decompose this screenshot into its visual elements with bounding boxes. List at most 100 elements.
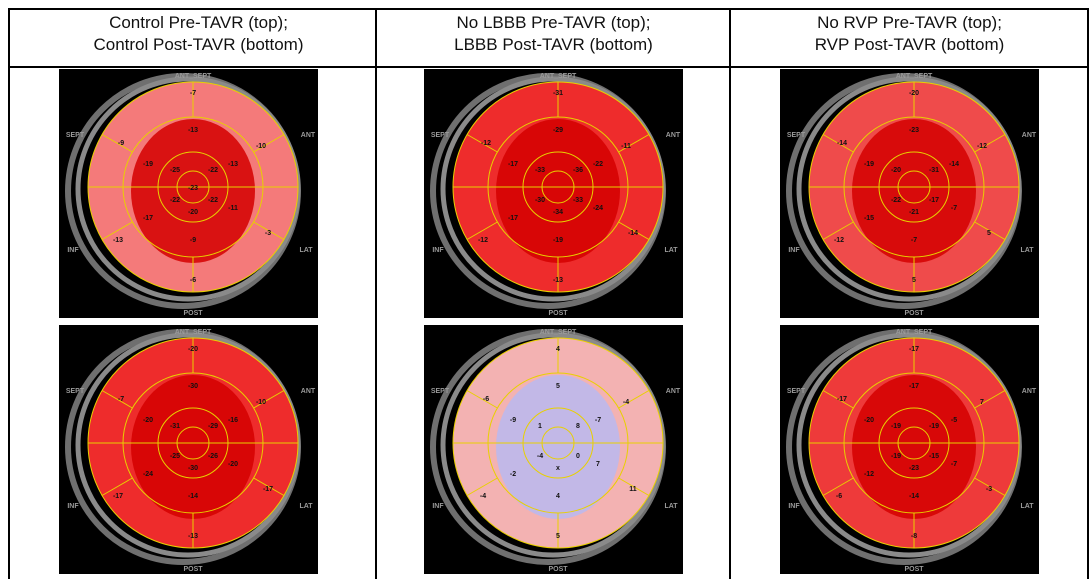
segment-value: 4	[556, 346, 560, 353]
segment-value: -13	[188, 127, 198, 134]
segment-value: -17	[909, 383, 919, 390]
direction-label: SEPT	[431, 132, 450, 139]
segment-value: -3	[265, 230, 271, 237]
segment-value: -19	[891, 453, 901, 460]
segment-value: -31	[929, 167, 939, 174]
segment-value: -7	[951, 205, 957, 212]
segment-divider	[101, 134, 133, 153]
segment-divider	[253, 134, 285, 153]
segment-value: -25	[170, 453, 180, 460]
bullseye-svg: -20 -12 5 5 -12 -14 -23 -14 -7 -7 -15 -19 -31 -17 -21 -…	[786, 73, 1037, 317]
segment-value: 5	[556, 383, 560, 390]
direction-label: INF	[67, 503, 79, 510]
column-header-lbbb: No LBBB Pre-TAVR (top); LBBB Post-TAVR (…	[377, 12, 730, 56]
segment-value: x	[556, 465, 560, 472]
segment-value: 0	[576, 453, 580, 460]
bullseye-svg: -7 -10 -3 -6 -13 -9 -13 -13 -11 -9 -17 -19 -22 -22 -20…	[65, 73, 316, 317]
segment-value: -5	[951, 417, 957, 424]
segment-value: -12	[478, 237, 488, 244]
segment-divider	[101, 221, 133, 240]
segment-value: -20	[891, 167, 901, 174]
segment-value: -7	[190, 90, 196, 97]
segment-value: -11	[621, 143, 631, 150]
segment-divider	[253, 390, 285, 409]
direction-label: POST	[548, 566, 568, 573]
bullseye-svg: -20 -10 -17 -13 -17 -7 -30 -16 -20 -14 -24 -20 -29 -2…	[65, 329, 316, 573]
segment-value: -10	[256, 399, 266, 406]
segment-divider	[253, 221, 285, 240]
segment-value: 5	[987, 230, 991, 237]
direction-label: ANT	[1022, 388, 1037, 395]
segment-value: -10	[256, 143, 266, 150]
segment-value: -29	[208, 423, 218, 430]
segment-value: -36	[573, 167, 583, 174]
segment-value: -4	[480, 493, 486, 500]
segment-value: -8	[911, 533, 917, 540]
segment-divider	[974, 134, 1006, 153]
segment-value: -3	[986, 486, 992, 493]
segment-value: 1	[538, 423, 542, 430]
segment-value: -9	[118, 140, 124, 147]
direction-label: LAT	[1020, 503, 1034, 510]
segment-value: -22	[208, 197, 218, 204]
segment-value: -15	[864, 215, 874, 222]
bullseye-core	[496, 119, 620, 263]
direction-label: POST	[904, 566, 924, 573]
bullseye-svg: 4 -4 11 5 -4 -6 5 -7 7 4 -2 -9 8 0 x -4 1 ANT_SEPT SEPT ANT…	[430, 329, 681, 573]
segment-value: -19	[864, 161, 874, 168]
segment-value: -19	[891, 423, 901, 430]
direction-label: ANT	[666, 388, 681, 395]
direction-label: ANT_SEPT	[896, 329, 933, 336]
segment-value: -17	[508, 215, 518, 222]
segment-value: -12	[977, 143, 987, 150]
segment-value: -13	[113, 237, 123, 244]
segment-value: -4	[623, 399, 629, 406]
direction-label: LAT	[299, 503, 313, 510]
bullseye-no-lbbb-pre: -31 -11 -14 -13 -12 -12 -29 -22 -24 -19 -17 -17 -36 -…	[424, 69, 683, 318]
segment-value: 5	[556, 533, 560, 540]
segment-value: 11	[629, 486, 637, 493]
segment-divider	[974, 390, 1006, 409]
direction-label: INF	[432, 503, 444, 510]
segment-value: -29	[553, 127, 563, 134]
segment-value: -23	[909, 465, 919, 472]
direction-label: LAT	[664, 247, 678, 254]
segment-value: -22	[593, 161, 603, 168]
segment-value: -17	[263, 486, 273, 493]
segment-value: -22	[208, 167, 218, 174]
segment-value: -30	[188, 465, 198, 472]
segment-value: -20	[188, 209, 198, 216]
direction-label: INF	[788, 503, 800, 510]
segment-value: -33	[535, 167, 545, 174]
segment-value: -15	[929, 453, 939, 460]
segment-divider	[822, 390, 854, 409]
segment-value: -12	[481, 140, 491, 147]
direction-label: SEPT	[66, 132, 85, 139]
column-header-control: Control Pre-TAVR (top); Control Post-TAV…	[22, 12, 375, 56]
direction-label: ANT_SEPT	[540, 73, 577, 80]
bullseye-rvp-post: -17 7 -3 -8 -6 -17 -17 -5 -7 -14 -12 -20 -19 -15 -23 -1…	[780, 325, 1039, 574]
segment-divider	[253, 477, 285, 496]
segment-value: -33	[573, 197, 583, 204]
bullseye-control-pre: -7 -10 -3 -6 -13 -9 -13 -13 -11 -9 -17 -19 -22 -22 -20…	[59, 69, 318, 318]
segment-value: -17	[929, 197, 939, 204]
segment-value: -7	[911, 237, 917, 244]
segment-value: -12	[834, 237, 844, 244]
segment-value: -34	[553, 209, 563, 216]
direction-label: SEPT	[787, 388, 806, 395]
segment-value: -19	[553, 237, 563, 244]
header-line2: LBBB Post-TAVR (bottom)	[454, 35, 653, 54]
segment-divider	[101, 390, 133, 409]
bullseye-no-rvp-pre: -20 -12 5 5 -12 -14 -23 -14 -7 -7 -15 -19 -31 -17 -21 -…	[780, 69, 1039, 318]
segment-value: -13	[188, 533, 198, 540]
segment-value: -20	[188, 346, 198, 353]
segment-value: -17	[113, 493, 123, 500]
bullseye-core	[852, 375, 976, 519]
bullseye-core	[131, 119, 255, 263]
direction-label: ANT_SEPT	[540, 329, 577, 336]
header-line2: RVP Post-TAVR (bottom)	[814, 35, 1005, 54]
direction-label: SEPT	[431, 388, 450, 395]
segment-value: -11	[228, 205, 238, 212]
segment-value: -23	[188, 185, 198, 192]
bullseye-svg: -17 7 -3 -8 -6 -17 -17 -5 -7 -14 -12 -20 -19 -15 -23 -1…	[786, 329, 1037, 573]
